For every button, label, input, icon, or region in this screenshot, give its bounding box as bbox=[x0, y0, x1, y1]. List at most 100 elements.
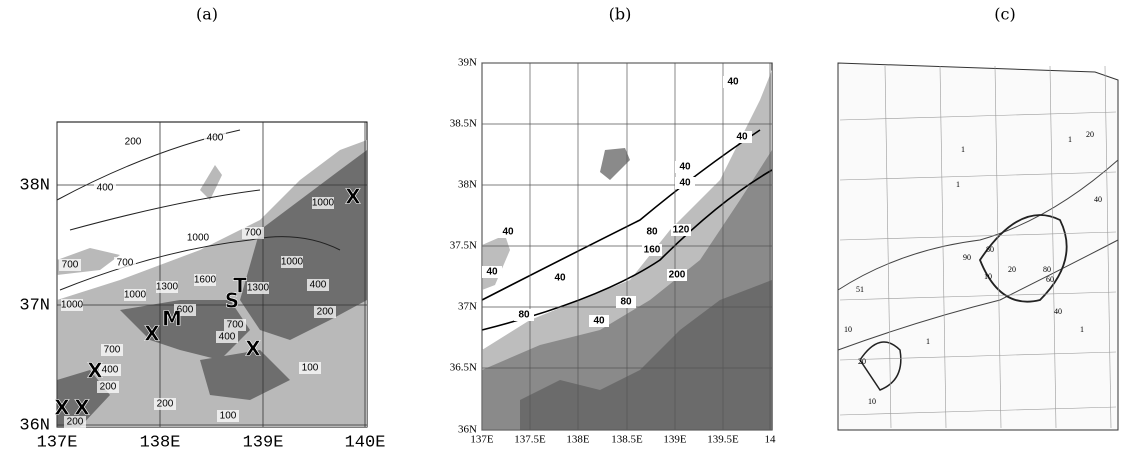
y-tick-label: 37.5N bbox=[450, 240, 477, 252]
contour-label: 200 bbox=[669, 270, 686, 281]
contour-label: 80 bbox=[1043, 265, 1051, 274]
label-bg bbox=[187, 232, 209, 244]
label-bg bbox=[589, 315, 609, 327]
label-bg bbox=[124, 289, 146, 301]
grid-line bbox=[884, 65, 892, 429]
grid-line bbox=[839, 171, 1117, 181]
station-marker: M bbox=[162, 307, 182, 331]
label-bg bbox=[616, 296, 636, 308]
contour-label: 120 bbox=[673, 225, 690, 236]
x-tick-label: 138E bbox=[140, 433, 181, 452]
contour-label: 40 bbox=[679, 162, 691, 173]
x-tick-label: 139E bbox=[663, 434, 687, 446]
label-bg bbox=[224, 319, 246, 331]
y-tick-label: 37N bbox=[458, 301, 477, 313]
contour-label: 400 bbox=[310, 280, 327, 291]
contour-label: 1000 bbox=[312, 198, 335, 209]
contour-label: 40 bbox=[593, 316, 605, 327]
y-tick-label: 37N bbox=[19, 296, 50, 315]
panel-label: (a) bbox=[196, 5, 218, 24]
contour-label: 51 bbox=[856, 285, 864, 294]
label-bg bbox=[204, 132, 226, 144]
grid-line bbox=[839, 406, 1117, 416]
contour-label: 10 bbox=[984, 272, 992, 281]
x-tick-label: 137E bbox=[470, 434, 494, 446]
label-bg bbox=[154, 398, 176, 410]
panel-label: (b) bbox=[609, 5, 632, 24]
label-bg bbox=[667, 269, 687, 281]
contour-label: 20 bbox=[1008, 265, 1016, 274]
label-bg bbox=[312, 197, 334, 209]
panel-label: (c) bbox=[994, 5, 1015, 24]
contour-label: 200 bbox=[317, 307, 334, 318]
label-bg bbox=[122, 136, 144, 148]
grid-line bbox=[939, 65, 947, 429]
x-tick-label: 138E bbox=[566, 434, 590, 446]
contour-label: 40 bbox=[1054, 307, 1062, 316]
label-bg bbox=[114, 257, 136, 269]
station-marker: X bbox=[245, 337, 261, 361]
x-tick-label: 138.5E bbox=[611, 434, 643, 446]
contour-label: 80 bbox=[986, 245, 994, 254]
contour-label: 1 bbox=[1080, 325, 1084, 334]
contour-label: 1 bbox=[926, 337, 930, 346]
label-bg bbox=[498, 226, 518, 238]
contour-label: 1000 bbox=[124, 290, 147, 301]
contour-label: 1 bbox=[956, 180, 960, 189]
grid-line bbox=[1104, 65, 1112, 429]
contour-label: 1 bbox=[961, 145, 965, 154]
contour-label: 1000 bbox=[187, 233, 210, 244]
contour-label: 600 bbox=[177, 305, 194, 316]
grid-line bbox=[994, 65, 1002, 429]
contour-label: 1300 bbox=[247, 283, 270, 294]
station-marker: X bbox=[144, 322, 160, 346]
grid-line bbox=[839, 351, 1117, 361]
station-marker: X bbox=[345, 185, 361, 209]
label-bg bbox=[59, 259, 81, 271]
label-bg bbox=[247, 282, 269, 294]
label-bg bbox=[242, 227, 264, 239]
contour-label: 1000 bbox=[61, 300, 84, 311]
contour-label: 200 bbox=[100, 382, 117, 393]
label-bg bbox=[307, 279, 329, 291]
y-tick-label: 36N bbox=[458, 424, 477, 436]
label-bg bbox=[101, 344, 123, 356]
x-tick-label: 139.5E bbox=[707, 434, 739, 446]
label-bg bbox=[514, 309, 534, 321]
contour-label: 400 bbox=[102, 365, 119, 376]
contour-label: 100 bbox=[220, 411, 237, 422]
contour-label: 1000 bbox=[281, 257, 304, 268]
grid-line bbox=[1049, 65, 1057, 429]
contour-label: 40 bbox=[727, 77, 739, 88]
contour-label: 160 bbox=[644, 245, 661, 256]
contour-label: 400 bbox=[207, 133, 224, 144]
label-bg bbox=[174, 304, 196, 316]
contour-label: 200 bbox=[125, 137, 142, 148]
contour-label: 100 bbox=[302, 363, 319, 374]
x-tick-label: 139E bbox=[243, 433, 284, 452]
y-tick-label: 39N bbox=[458, 57, 477, 69]
contour-label: 700 bbox=[117, 258, 134, 269]
label-bg bbox=[482, 266, 502, 278]
label-bg bbox=[642, 226, 662, 238]
contour-label: 40 bbox=[502, 227, 514, 238]
contour-label: 700 bbox=[62, 260, 79, 271]
contour-label: 10 bbox=[868, 397, 876, 406]
label-bg bbox=[97, 381, 119, 393]
contour-label: 400 bbox=[219, 332, 236, 343]
contour-label: 80 bbox=[620, 297, 632, 308]
contour-label: 700 bbox=[227, 320, 244, 331]
station-marker: S bbox=[225, 289, 239, 313]
contour-label: 20 bbox=[1086, 130, 1094, 139]
contour-label: 20 bbox=[858, 357, 866, 366]
contour-label: 40 bbox=[554, 273, 566, 284]
x-tick-label: 140E bbox=[345, 433, 386, 452]
station-marker: T bbox=[233, 274, 247, 298]
contour-label: 1600 bbox=[194, 275, 217, 286]
label-bg bbox=[723, 76, 743, 88]
x-tick-label: 14 bbox=[765, 434, 777, 446]
x-tick-label: 137.5E bbox=[514, 434, 546, 446]
label-bg bbox=[675, 161, 695, 173]
y-tick-label: 36N bbox=[19, 416, 50, 435]
